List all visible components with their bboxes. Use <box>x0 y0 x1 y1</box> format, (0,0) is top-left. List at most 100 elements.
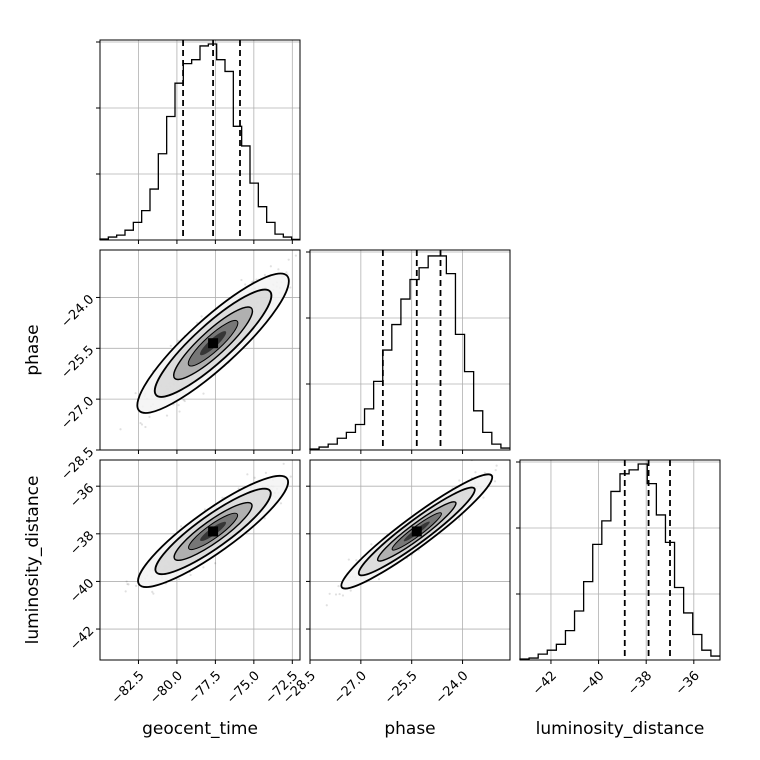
scatter-point <box>144 425 147 429</box>
scatter-point <box>200 315 203 318</box>
scatter-point <box>349 589 352 592</box>
scatter-point <box>125 580 128 583</box>
panels: −42 −40 −38 −36−28.5−27.0−25.5−24.0−82.5 −80… <box>59 39 721 707</box>
scatter-panel-luminosity-distance-vs-geocent-time: −82.5 −80.0 −77.5 −75.0 −72.5−42−40−38−36 <box>67 454 316 707</box>
scatter-point <box>264 471 268 474</box>
scatter-point <box>474 471 477 474</box>
x-tick-label-phase: −25.5 <box>382 668 421 707</box>
scatter-point <box>177 339 180 342</box>
scatter-point <box>511 451 513 453</box>
y-axis-label-phase: phase <box>23 324 43 375</box>
scatter-point <box>483 471 486 474</box>
scatter-point <box>314 457 316 459</box>
scatter-point <box>221 496 224 499</box>
x-tick-label-luminosity-distance: −40 <box>578 668 608 698</box>
scatter-point <box>269 265 272 268</box>
y-tick-label-luminosity-distance: −38 <box>67 529 97 559</box>
scatter-point <box>244 283 247 286</box>
x-tick-label-luminosity-distance: −38 <box>625 668 655 698</box>
scatter-point <box>253 476 256 479</box>
scatter-point <box>182 398 185 402</box>
scatter-point <box>277 268 280 271</box>
density-peak <box>411 526 422 537</box>
scatter-point <box>152 592 155 595</box>
density-peak <box>208 338 219 349</box>
scatter-point <box>189 573 192 577</box>
scatter-point <box>195 321 199 324</box>
hist-panel-geocent-time-bg <box>100 40 300 240</box>
y-tick-label-phase: −27.0 <box>59 394 98 433</box>
scatter-point <box>347 558 350 561</box>
scatter-panel-phase-vs-geocent-time-content <box>119 254 297 431</box>
scatter-point <box>178 578 181 581</box>
scatter-point <box>135 584 138 587</box>
x-tick-label-geocent-time: −77.5 <box>186 668 225 707</box>
scatter-point <box>202 392 205 395</box>
scatter-point <box>341 594 345 597</box>
scatter-point <box>140 423 144 426</box>
scatter-panel-luminosity-distance-vs-geocent-time-frame <box>99 459 301 661</box>
scatter-point <box>134 392 137 395</box>
scatter-point <box>287 258 290 261</box>
scatter-point <box>458 518 461 521</box>
scatter-point <box>214 562 217 565</box>
x-tick-label-luminosity-distance: −36 <box>673 668 703 698</box>
x-tick-label-geocent-time: −82.5 <box>109 668 148 707</box>
density-peak <box>208 526 219 537</box>
x-axis-label-phase: phase <box>384 719 435 739</box>
scatter-point <box>180 525 183 528</box>
scatter-point <box>151 590 154 594</box>
scatter-point <box>178 410 181 413</box>
scatter-point <box>279 502 283 505</box>
scatter-point <box>148 415 151 418</box>
y-tick-label-luminosity-distance: −42 <box>67 624 97 654</box>
y-tick-label-luminosity-distance: −40 <box>67 576 97 606</box>
scatter-point <box>240 278 243 282</box>
scatter-point <box>325 604 328 607</box>
scatter-point <box>458 479 461 482</box>
scatter-point <box>119 428 122 431</box>
scatter-point <box>169 344 172 347</box>
scatter-point <box>294 254 297 257</box>
scatter-panel-phase-vs-geocent-time: −28.5 −27.0 −25.5 −24.0 <box>59 249 301 484</box>
scatter-point <box>263 273 266 277</box>
y-tick-label-phase: −25.5 <box>59 343 98 382</box>
y-tick-label-phase: −24.0 <box>59 292 98 331</box>
histogram-geocent-time <box>99 43 300 241</box>
scatter-point <box>377 578 381 581</box>
scatter-point <box>165 414 169 417</box>
scatter-point <box>313 454 315 456</box>
scatter-point <box>139 421 142 425</box>
scatter-point <box>338 592 341 596</box>
scatter-panel-luminosity-distance-vs-phase-content <box>325 451 513 607</box>
scatter-point <box>285 271 288 274</box>
x-axis-label-luminosity-distance: luminosity_distance <box>536 719 705 739</box>
scatter-point <box>289 475 292 478</box>
hist-panel-luminosity-distance-bg <box>520 460 720 660</box>
scatter-point <box>246 473 249 476</box>
scatter-point <box>263 517 266 520</box>
scatter-point <box>494 469 497 472</box>
hist-panel-luminosity-distance: −42 −40 −38 −36 <box>516 459 721 698</box>
scatter-point <box>495 464 498 467</box>
x-tick-label-phase: −24.0 <box>433 668 472 707</box>
hist-panel-geocent-time <box>96 39 301 244</box>
scatter-panel-luminosity-distance-vs-geocent-time-content <box>124 454 316 595</box>
scatter-point <box>289 286 292 289</box>
scatter-panel-luminosity-distance-vs-phase: −28.5 −27.0 −25.5 −24.0 <box>280 451 513 707</box>
y-tick-label-phase: −28.5 <box>59 445 98 484</box>
scatter-point <box>482 496 485 499</box>
scatter-point <box>282 462 285 465</box>
scatter-point <box>255 278 258 281</box>
scatter-panel-luminosity-distance-vs-phase-frame <box>309 459 511 661</box>
y-tick-label-luminosity-distance: −36 <box>67 481 97 511</box>
scatter-point <box>493 480 497 483</box>
scatter-point <box>177 404 180 407</box>
y-axis-label-luminosity-distance: luminosity_distance <box>23 476 43 645</box>
x-tick-label-geocent-time: −75.0 <box>224 668 263 707</box>
scatter-point <box>328 592 331 595</box>
scatter-point <box>126 582 129 586</box>
scatter-point <box>183 399 186 403</box>
scatter-point <box>355 559 358 562</box>
